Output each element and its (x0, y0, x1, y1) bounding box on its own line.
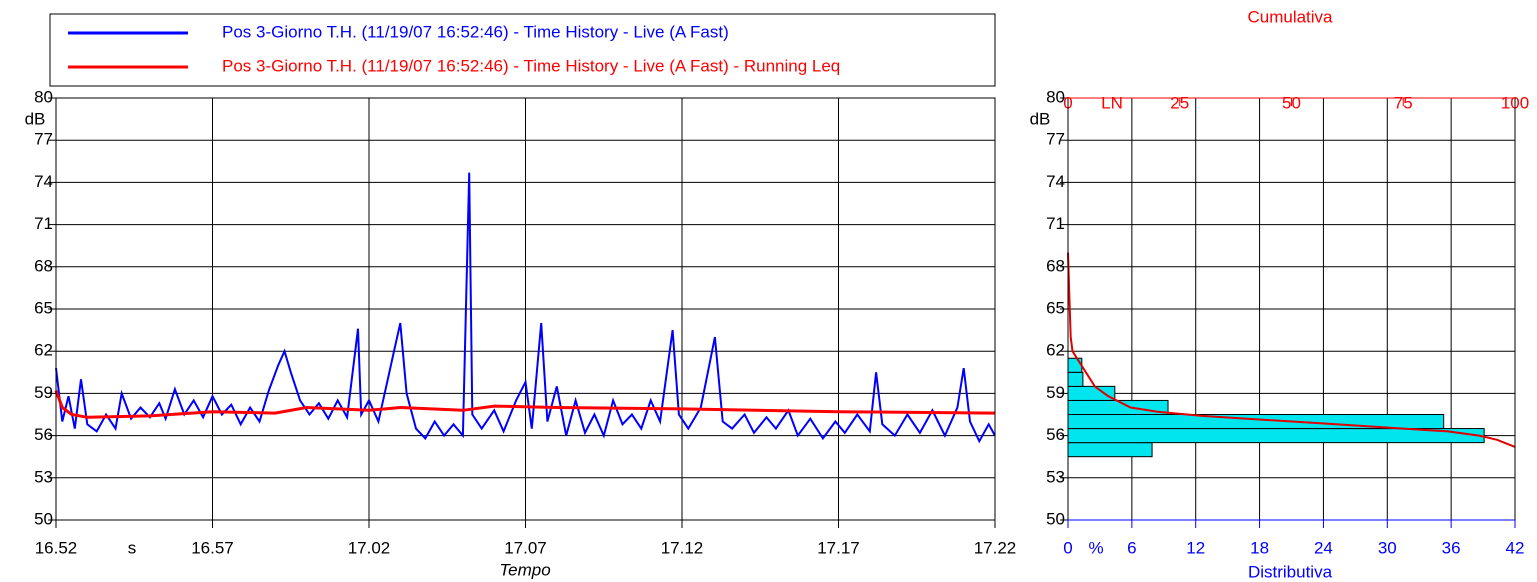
legend-label: Pos 3-Giorno T.H. (11/19/07 16:52:46) - … (222, 22, 729, 41)
x-unit: % (1088, 538, 1103, 557)
x2-axis-label: Cumulativa (1247, 7, 1333, 26)
x2-unit: LN (1101, 93, 1123, 112)
x-tick-label: 0 (1063, 538, 1072, 557)
bar (1067, 357, 1083, 373)
x-tick-label: 6 (1127, 538, 1136, 557)
x-tick-label: 36 (1442, 538, 1461, 557)
x-axis-label: Distributiva (1248, 562, 1333, 581)
y-tick-label: 80 (34, 87, 53, 106)
y-tick-label: 80 (1046, 87, 1065, 106)
y-tick-label: 65 (34, 298, 53, 317)
bar (1067, 442, 1153, 458)
y-tick-label: 53 (1046, 467, 1065, 486)
line-series (55, 172, 996, 444)
y-tick-label: 71 (34, 214, 53, 233)
cumulative-line (1067, 252, 1516, 448)
y-tick-label: 56 (1046, 425, 1065, 444)
y-unit: dB (1030, 109, 1051, 128)
bar (1067, 399, 1169, 415)
x-tick-label: 16.57 (191, 538, 234, 557)
bar (1067, 414, 1445, 430)
x-tick-label: 17.17 (817, 538, 860, 557)
y-tick-label: 50 (1046, 509, 1065, 528)
x-tick-label: 24 (1314, 538, 1333, 557)
legend-box (49, 13, 996, 87)
y-tick-label: 77 (34, 130, 53, 149)
y-tick-label: 68 (1046, 256, 1065, 275)
x-tick-label: 12 (1186, 538, 1205, 557)
y-tick-label: 53 (34, 467, 53, 486)
x-tick-label: 17.22 (974, 538, 1017, 557)
x-tick-label: 17.07 (504, 538, 547, 557)
y-tick-label: 56 (34, 425, 53, 444)
legend-label: Pos 3-Giorno T.H. (11/19/07 16:52:46) - … (222, 56, 840, 75)
y-tick-label: 50 (34, 509, 53, 528)
bar (1067, 371, 1084, 387)
x-tick-label: 42 (1506, 538, 1525, 557)
y-tick-label: 77 (1046, 130, 1065, 149)
bar (1067, 385, 1116, 401)
plot-frame (55, 97, 996, 521)
x-tick-label: 17.12 (661, 538, 704, 557)
line-series (54, 390, 996, 419)
x-unit: s (128, 538, 137, 557)
x-tick-label: 18 (1250, 538, 1269, 557)
y-unit: dB (25, 109, 46, 128)
y-tick-label: 65 (1046, 298, 1065, 317)
y-tick-label: 59 (1046, 383, 1065, 402)
y-tick-label: 74 (1046, 172, 1065, 191)
y-tick-label: 74 (34, 172, 53, 191)
y-tick-label: 62 (1046, 341, 1065, 360)
y-tick-label: 62 (34, 341, 53, 360)
x-axis-label: Tempo (499, 560, 550, 579)
x-tick-label: 30 (1378, 538, 1397, 557)
x-tick-label: 17.02 (348, 538, 391, 557)
y-tick-label: 71 (1046, 214, 1065, 233)
x-tick-label: 16.52 (35, 538, 78, 557)
y-tick-label: 59 (34, 383, 53, 402)
y-tick-label: 68 (34, 256, 53, 275)
